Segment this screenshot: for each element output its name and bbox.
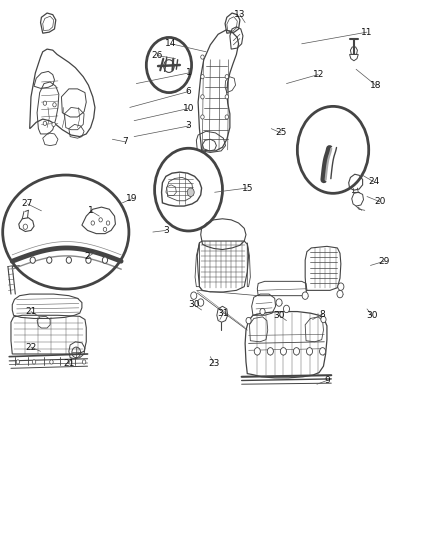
- Circle shape: [86, 257, 91, 263]
- Circle shape: [276, 299, 282, 306]
- Text: 18: 18: [370, 80, 381, 90]
- Circle shape: [49, 360, 53, 364]
- Text: 1: 1: [186, 68, 191, 77]
- Text: 30: 30: [188, 300, 199, 309]
- Circle shape: [201, 55, 204, 59]
- Circle shape: [198, 299, 204, 306]
- Circle shape: [191, 292, 197, 300]
- Circle shape: [201, 75, 204, 79]
- Circle shape: [68, 360, 72, 364]
- Text: 7: 7: [123, 138, 128, 147]
- Circle shape: [320, 348, 325, 355]
- Text: 20: 20: [374, 197, 386, 206]
- Circle shape: [32, 360, 36, 364]
- Circle shape: [283, 305, 290, 313]
- Circle shape: [52, 122, 55, 126]
- Text: 30: 30: [273, 311, 285, 320]
- Text: 31: 31: [218, 309, 229, 318]
- Circle shape: [337, 290, 343, 298]
- Text: 14: 14: [166, 39, 177, 49]
- Text: 9: 9: [324, 376, 330, 385]
- Circle shape: [225, 75, 229, 79]
- Text: 6: 6: [186, 87, 191, 96]
- Circle shape: [23, 224, 28, 229]
- Text: 15: 15: [241, 183, 253, 192]
- Text: 23: 23: [208, 359, 219, 367]
- Text: 10: 10: [183, 104, 194, 113]
- Circle shape: [225, 115, 229, 119]
- Circle shape: [201, 95, 204, 99]
- Text: 27: 27: [22, 199, 33, 208]
- Text: 13: 13: [234, 10, 246, 19]
- Circle shape: [91, 221, 95, 225]
- Circle shape: [66, 257, 71, 263]
- Text: 1: 1: [88, 206, 93, 215]
- Circle shape: [106, 221, 110, 225]
- Circle shape: [16, 360, 20, 364]
- Circle shape: [53, 103, 56, 107]
- Circle shape: [267, 348, 273, 355]
- Text: 12: 12: [313, 70, 324, 79]
- Circle shape: [47, 257, 52, 263]
- Text: 21: 21: [25, 307, 37, 316]
- Circle shape: [187, 188, 194, 197]
- Circle shape: [82, 360, 86, 364]
- Text: 2: 2: [85, 253, 90, 262]
- Circle shape: [338, 283, 344, 290]
- Circle shape: [293, 348, 300, 355]
- Circle shape: [321, 317, 326, 322]
- Text: 19: 19: [126, 194, 138, 203]
- Text: 24: 24: [368, 177, 379, 186]
- Circle shape: [201, 115, 204, 119]
- Circle shape: [307, 348, 313, 355]
- Text: 3: 3: [163, 226, 169, 235]
- Circle shape: [280, 348, 286, 355]
- Text: 21: 21: [63, 359, 74, 367]
- Circle shape: [30, 257, 35, 263]
- Text: 22: 22: [25, 343, 37, 352]
- Circle shape: [103, 227, 107, 231]
- Circle shape: [302, 292, 308, 300]
- Circle shape: [43, 101, 47, 106]
- Circle shape: [225, 95, 229, 99]
- Text: 30: 30: [367, 311, 378, 320]
- Text: 29: 29: [379, 257, 390, 265]
- Circle shape: [102, 257, 108, 263]
- Text: 26: 26: [152, 51, 163, 60]
- Circle shape: [99, 217, 102, 222]
- Text: 3: 3: [186, 122, 191, 131]
- Circle shape: [246, 317, 251, 324]
- Text: 25: 25: [275, 128, 286, 138]
- Text: 11: 11: [361, 28, 373, 37]
- Circle shape: [43, 121, 47, 125]
- Text: 8: 8: [320, 310, 325, 319]
- Circle shape: [260, 309, 265, 315]
- Circle shape: [254, 348, 260, 355]
